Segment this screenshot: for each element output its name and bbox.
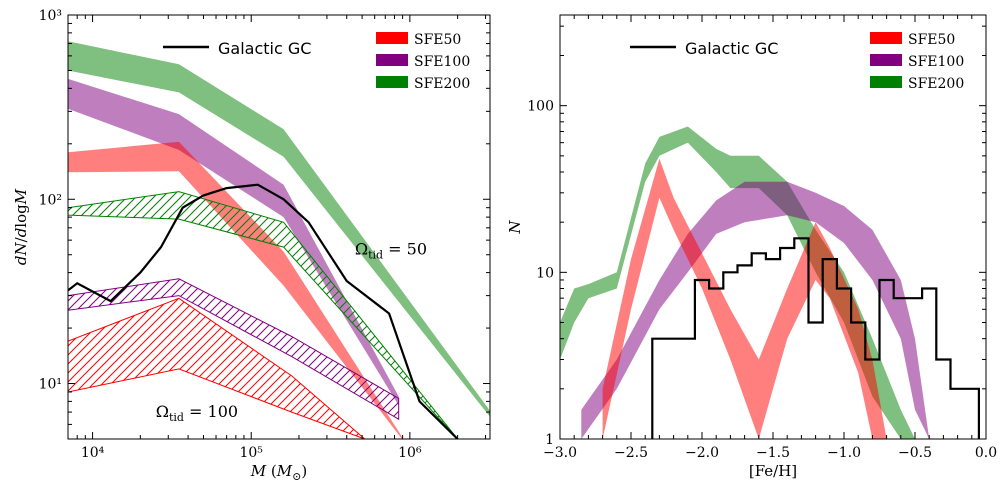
y-tick-label: 1 bbox=[545, 432, 554, 448]
right-y-axis-label: N bbox=[506, 220, 524, 235]
right-plot-area bbox=[560, 126, 980, 439]
legend-label-galactic-gc: Galactic GC bbox=[685, 39, 778, 58]
left-plot-area bbox=[68, 41, 490, 439]
legend-label-sfe50: SFE50 bbox=[908, 32, 955, 48]
x-tick-label: −2.5 bbox=[614, 445, 648, 461]
left-annotations: Ωtid = 50 Ωtid = 100 bbox=[156, 240, 427, 424]
right-panel: −3.0 −2.5 −2.0 −1.5 −1.0 −0.5 0.0 1 10 100 Galact… bbox=[506, 14, 997, 480]
right-ticks: −3.0 −2.5 −2.0 −1.5 −1.0 −0.5 0.0 1 10 100 bbox=[527, 15, 997, 461]
legend-swatch-sfe200 bbox=[870, 76, 902, 88]
left-legend: Galactic GC SFE50 SFE100 SFE200 bbox=[163, 32, 470, 92]
y-tick-label: 100 bbox=[527, 99, 554, 115]
series-sfe200-hatched-3 bbox=[68, 191, 458, 439]
x-tick-label: 10⁵ bbox=[239, 445, 263, 461]
legend-swatch-sfe50 bbox=[870, 32, 902, 44]
y-tick-label: 10 bbox=[536, 265, 554, 281]
series-galactic-gc-step-3 bbox=[651, 237, 980, 439]
series-sfe50-band-2 bbox=[68, 141, 404, 439]
x-tick-label: −1.5 bbox=[756, 445, 790, 461]
legend-label-sfe50: SFE50 bbox=[414, 32, 461, 48]
left-ticks: 10⁴ 10⁵ 10⁶ 10¹ 10² 10³ bbox=[39, 8, 490, 461]
x-tick-label: −3.0 bbox=[543, 445, 577, 461]
legend-swatch-sfe50 bbox=[376, 32, 408, 44]
series-galactic-gc-line-6 bbox=[68, 183, 459, 439]
left-x-axis-label: M (M⊙) bbox=[250, 462, 307, 483]
series-sfe50-hatched-5 bbox=[68, 297, 366, 439]
legend-label-sfe100: SFE100 bbox=[908, 54, 964, 70]
right-x-axis-label: [Fe/H] bbox=[749, 462, 797, 480]
y-tick-label: 10¹ bbox=[39, 377, 62, 393]
x-tick-label: −1.0 bbox=[827, 445, 861, 461]
legend-label-sfe200: SFE200 bbox=[908, 76, 964, 92]
legend-label-galactic-gc: Galactic GC bbox=[218, 39, 311, 58]
x-tick-label: −2.0 bbox=[685, 445, 719, 461]
series-sfe100-band-1 bbox=[581, 181, 930, 439]
x-tick-label: 10⁶ bbox=[398, 445, 422, 461]
legend-swatch-sfe200 bbox=[376, 76, 408, 88]
x-tick-label: 0.0 bbox=[975, 445, 997, 461]
left-panel: 10⁴ 10⁵ 10⁶ 10¹ 10² 10³ Ωtid = 50 Ωtid = 100 G… bbox=[12, 8, 491, 483]
x-tick-label: −0.5 bbox=[898, 445, 932, 461]
y-tick-label: 10² bbox=[39, 192, 62, 208]
series-sfe100-band-1 bbox=[68, 78, 399, 406]
left-y-axis-label: dN/dlogM bbox=[12, 188, 30, 265]
left-axes-frame bbox=[67, 14, 491, 440]
legend-swatch-sfe100 bbox=[376, 54, 408, 66]
legend-swatch-sfe100 bbox=[870, 54, 902, 66]
y-tick-label: 10³ bbox=[39, 8, 62, 24]
legend-label-sfe100: SFE100 bbox=[414, 54, 470, 70]
right-legend: Galactic GC SFE50 SFE100 SFE200 bbox=[630, 32, 964, 92]
legend-label-sfe200: SFE200 bbox=[414, 76, 470, 92]
omega-tid-annotation: Ωtid = 50 bbox=[355, 240, 427, 262]
series-sfe50-band-2 bbox=[602, 158, 887, 439]
series-sfe100-hatched-4 bbox=[68, 278, 400, 421]
x-tick-label: 10⁴ bbox=[81, 445, 105, 461]
omega-tid-annotation: Ωtid = 100 bbox=[156, 402, 238, 424]
